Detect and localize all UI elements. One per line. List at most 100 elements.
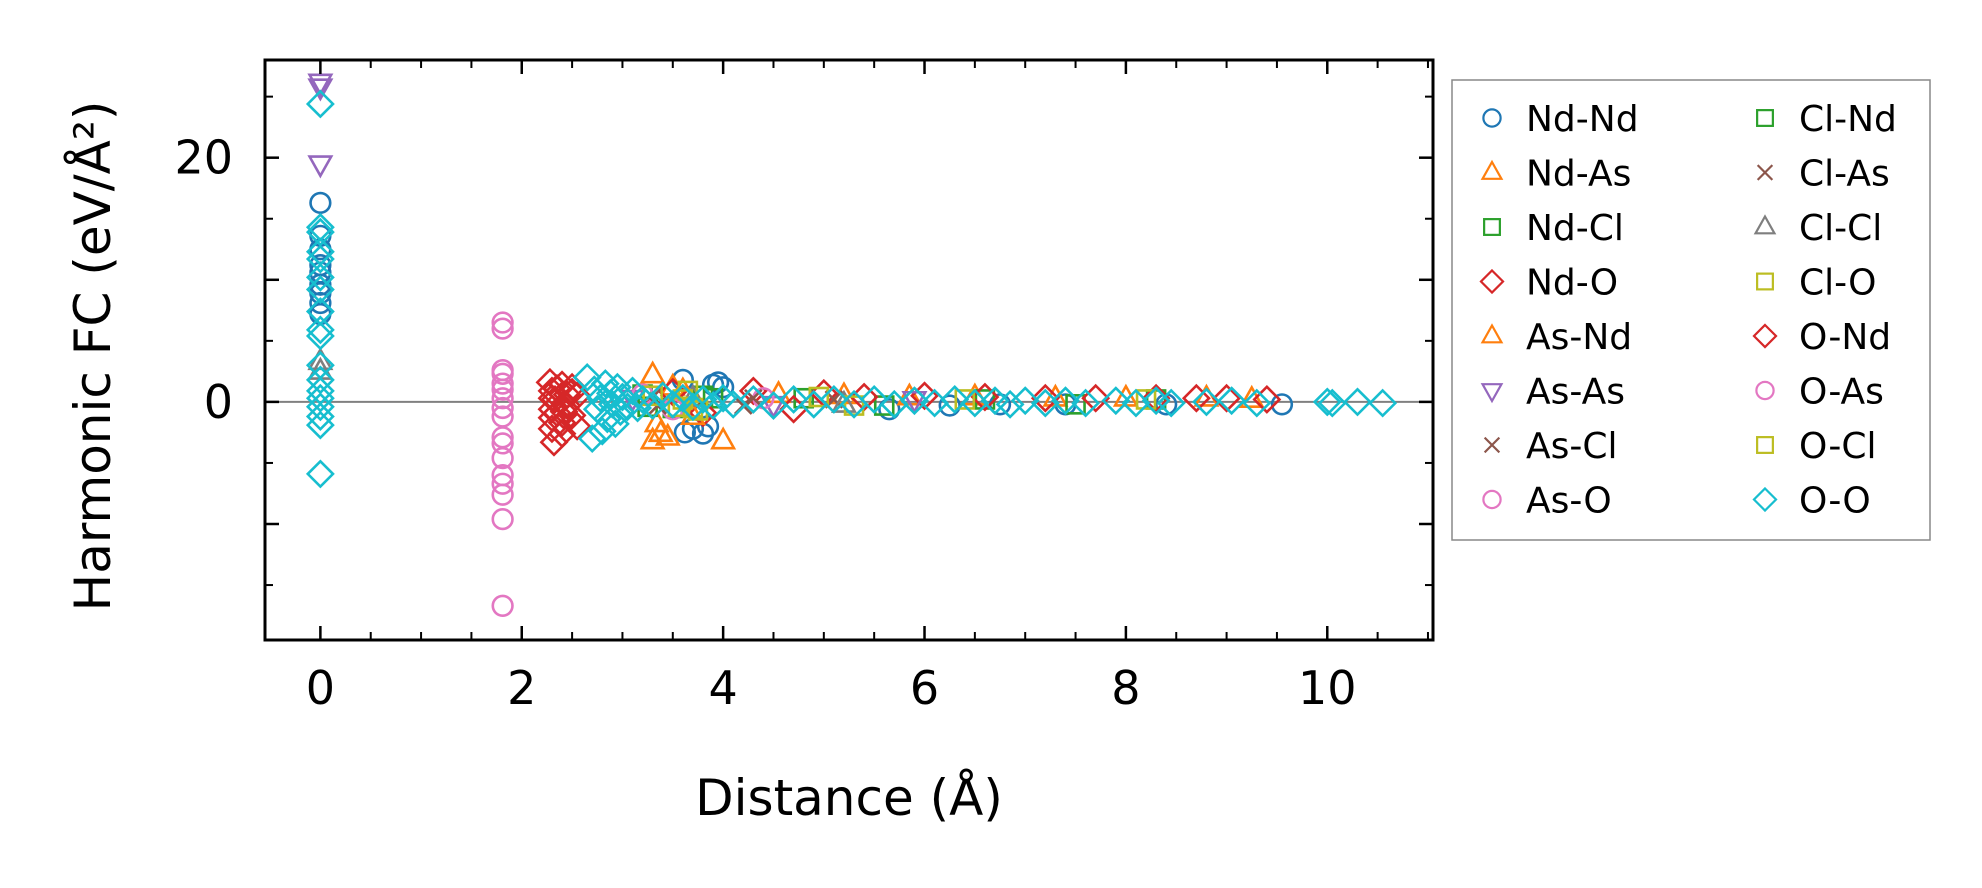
data-point <box>309 273 332 296</box>
data-point <box>577 424 607 453</box>
data-point <box>1135 389 1157 410</box>
data-point <box>643 409 670 433</box>
data-point <box>491 432 514 455</box>
legend-label: O-O <box>1799 481 1871 522</box>
legend-marker <box>1480 383 1504 404</box>
data-point <box>309 291 332 315</box>
legend: Nd-Nd Nd-As Nd-Cl Nd-O As-Nd As-As As-Cl As-O Cl… <box>1451 79 1931 541</box>
y-tick-label: 20 <box>174 131 233 185</box>
legend-marker <box>1756 272 1774 291</box>
series-as-as <box>307 73 928 419</box>
legend-marker <box>1483 218 1501 236</box>
legend-label: Nd-O <box>1526 263 1618 304</box>
legend-label: Nd-As <box>1526 154 1631 195</box>
legend-frame <box>1451 79 1931 541</box>
legend-entry: Cl-Cl <box>1753 208 1882 249</box>
legend-entry: Cl-O <box>1756 263 1876 304</box>
data-point <box>1051 386 1080 416</box>
x-tick-label: 0 <box>306 661 335 715</box>
data-point <box>605 397 635 427</box>
data-point <box>1071 388 1101 418</box>
series-o-o <box>305 89 1398 489</box>
legend-marker <box>1480 159 1504 180</box>
data-point <box>954 389 976 410</box>
legend-label: As-Nd <box>1526 317 1632 358</box>
data-point <box>1010 386 1040 416</box>
data-point <box>900 386 929 416</box>
data-point <box>639 426 666 450</box>
data-point <box>638 391 668 420</box>
data-point <box>654 422 681 446</box>
legend-label: As-O <box>1526 481 1612 522</box>
legend-entry: Cl-Nd <box>1756 99 1897 140</box>
x-tick-label: 2 <box>507 661 536 715</box>
data-point <box>491 472 514 495</box>
legend-marker <box>1480 323 1504 344</box>
legend-marker <box>1756 109 1774 127</box>
data-point <box>1217 386 1247 416</box>
data-point <box>491 362 514 385</box>
data-point <box>549 397 579 427</box>
data-point <box>843 395 865 416</box>
data-point <box>738 385 768 414</box>
legend-marker <box>1756 436 1774 454</box>
data-point <box>491 317 514 340</box>
legend-marker <box>1752 323 1778 349</box>
data-point <box>901 390 928 415</box>
x-tick-label: 8 <box>1111 661 1140 715</box>
data-point <box>698 391 728 420</box>
data-point <box>557 377 587 407</box>
data-point <box>305 392 335 422</box>
legend-entry: Nd-Nd <box>1482 99 1639 140</box>
legend-marker <box>1756 164 1774 181</box>
data-point <box>305 244 335 274</box>
x-tick-label: 10 <box>1298 661 1357 715</box>
legend-marker <box>1753 214 1777 235</box>
data-point <box>491 387 514 410</box>
data-point <box>491 507 514 531</box>
data-point <box>642 385 663 407</box>
series-as-o <box>491 311 775 617</box>
series-o-as <box>491 372 514 470</box>
data-point <box>623 393 652 423</box>
data-point <box>305 275 335 304</box>
legend-marker <box>1752 486 1778 513</box>
legend-label: Cl-Nd <box>1799 99 1897 140</box>
data-point <box>678 392 708 422</box>
legend-marker <box>1482 489 1502 510</box>
data-point <box>491 372 514 395</box>
legend-label: As-Cl <box>1526 426 1618 467</box>
legend-entry: Nd-As <box>1480 154 1631 195</box>
data-point <box>1192 387 1221 417</box>
series-nd-as <box>639 360 1265 450</box>
data-point <box>491 405 514 428</box>
y-tick-label: 0 <box>204 375 233 429</box>
data-point <box>602 372 632 402</box>
data-point <box>547 419 577 449</box>
data-point <box>658 389 688 419</box>
plot-frame <box>263 58 1435 642</box>
legend-label: Cl-Cl <box>1799 208 1882 249</box>
legend-entry: As-As <box>1480 372 1625 413</box>
data-point <box>1181 383 1211 413</box>
series-o-nd <box>540 377 587 427</box>
data-point <box>562 411 592 441</box>
data-point <box>305 321 335 351</box>
data-point <box>608 382 637 412</box>
data-points-layer <box>305 73 1398 617</box>
x-tick-label: 4 <box>708 661 737 715</box>
data-point <box>491 396 514 420</box>
legend-entry: Cl-As <box>1756 154 1890 195</box>
data-point <box>537 414 567 444</box>
data-point <box>980 386 1010 416</box>
data-point <box>1312 387 1342 417</box>
data-point <box>1252 385 1282 414</box>
data-point <box>859 385 889 414</box>
data-point <box>995 389 1025 419</box>
data-point <box>579 375 609 405</box>
ticks-layer: 0 2 4 6 8 10 0 20 <box>174 60 1433 715</box>
data-point <box>305 459 335 489</box>
data-point <box>639 360 666 384</box>
legend-label: O-Nd <box>1799 317 1891 358</box>
